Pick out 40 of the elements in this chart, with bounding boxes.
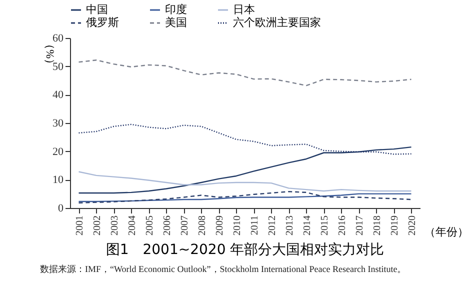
- x-tick-label: 2012: [266, 216, 278, 236]
- x-tick-label: 2007: [179, 216, 190, 236]
- x-tick-label: 2011: [249, 216, 260, 236]
- line-series: [78, 171, 412, 192]
- x-tick-label: 2005: [144, 216, 156, 236]
- legend-label: 美国: [165, 16, 187, 29]
- x-tick-label: 2016: [336, 216, 348, 236]
- x-tick-label: 2017: [354, 216, 366, 236]
- x-tick-label: 2002: [92, 216, 103, 236]
- y-tick-label: 30: [52, 118, 64, 130]
- y-tick-label: 10: [52, 174, 64, 186]
- line-series: [78, 190, 412, 204]
- text: 图1 2001~2020 年部分大国相对实力对比: [106, 242, 384, 258]
- source-note: 数据来源：IMF，“World Economic Outlook”，Stockholm International Peace Research Institute。: [40, 264, 406, 274]
- y-tick-label: 20: [52, 146, 64, 158]
- y-tick-label: 50: [52, 60, 64, 73]
- legend-label: 日本: [233, 3, 255, 16]
- x-tick-label: 2003: [109, 216, 120, 236]
- y-tick-label: 60: [52, 32, 64, 44]
- x-tick-label: 2006: [162, 216, 173, 236]
- x-tick-label: 2013: [284, 216, 296, 236]
- legend-label: 俄罗斯: [86, 16, 119, 29]
- line-series: [78, 60, 412, 86]
- x-tick-label: 2010: [232, 216, 243, 236]
- legend-label: 印度: [165, 3, 187, 16]
- x-tick-label: 2001: [74, 216, 86, 236]
- legend-label: 六个欧洲主要国家: [233, 16, 321, 29]
- x-tick-label: 2004: [126, 216, 138, 236]
- x-axis-title: （年份）: [424, 226, 468, 238]
- y-tick-label: 40: [52, 89, 64, 102]
- x-tick-label: 2015: [319, 216, 330, 236]
- line-series: [78, 193, 412, 202]
- x-tick-label: 2019: [389, 216, 400, 236]
- y-tick-label: 0: [58, 202, 64, 214]
- x-tick-label: 2018: [372, 216, 383, 236]
- x-tick-label: 2020: [406, 216, 418, 236]
- legend-label: 中国: [86, 3, 108, 16]
- x-tick-label: 2014: [302, 216, 313, 236]
- x-tick-label: 2008: [196, 216, 208, 236]
- x-tick-label: 2009: [214, 216, 226, 236]
